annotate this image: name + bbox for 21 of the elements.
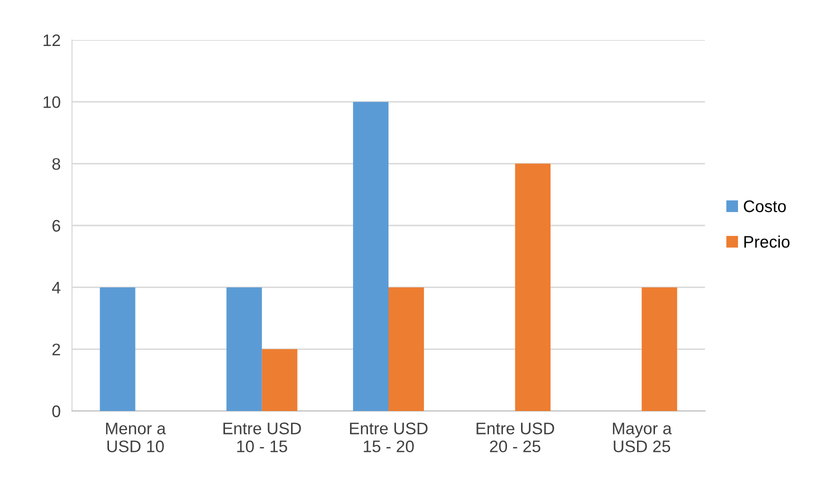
y-tick-label: 12	[44, 34, 60, 46]
bar	[226, 287, 262, 411]
bar	[262, 349, 298, 411]
bar	[642, 287, 678, 411]
legend-label: Precio	[744, 236, 790, 248]
x-tick-label: Entre USD 20 - 25	[476, 422, 554, 452]
bar	[515, 164, 551, 411]
y-tick-label: 4	[52, 282, 60, 294]
x-tick-label: Menor a USD 10	[106, 422, 166, 452]
x-tick-label: Entre USD 15 - 20	[350, 422, 428, 452]
legend-label: Costo	[744, 200, 786, 212]
bar	[100, 287, 136, 411]
y-tick-label: 2	[52, 344, 60, 356]
y-tick-label: 0	[52, 405, 60, 418]
bar	[353, 102, 388, 411]
y-tick-label: 8	[52, 158, 60, 170]
x-tick-label: Entre USD 10 - 15	[223, 422, 301, 452]
x-tick-label: Mayor a USD 25	[612, 422, 672, 452]
y-tick-label: 6	[52, 220, 60, 232]
bar	[388, 287, 424, 411]
y-tick-label: 10	[44, 96, 60, 108]
